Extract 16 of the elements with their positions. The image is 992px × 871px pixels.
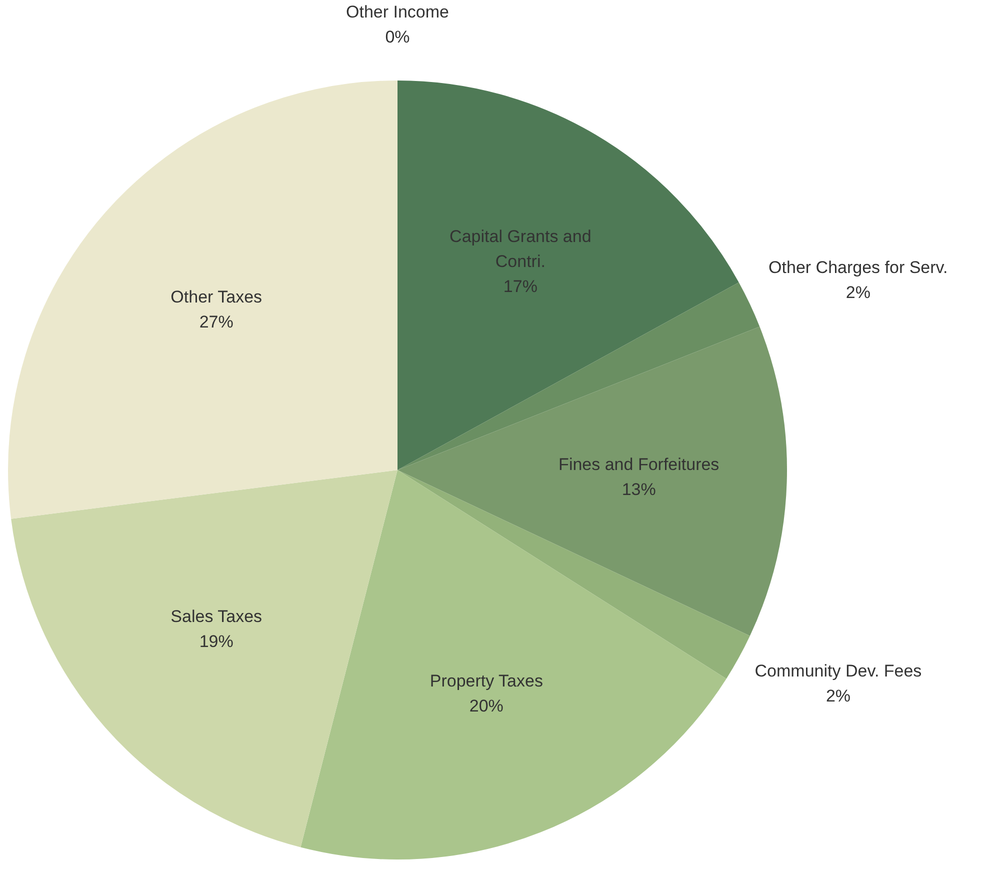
data-label: 20%	[469, 696, 504, 716]
data-label: 17%	[503, 276, 538, 296]
category-label: Other Income	[346, 2, 449, 22]
data-label: 27%	[199, 312, 234, 332]
slice-label: Sales Taxes	[170, 606, 262, 626]
slice-label: Capital Grants and Contri.	[450, 226, 592, 271]
slice-label: Fines and Forfeitures	[558, 454, 720, 474]
data-label: 2%	[826, 686, 851, 706]
data-label: 13%	[622, 480, 656, 499]
slice-label: Community Dev. Fees	[754, 661, 922, 680]
slice-label: Property Taxes	[430, 672, 543, 691]
slice-label: Other Taxes	[170, 287, 262, 306]
text: 0%	[385, 28, 410, 47]
data-label: 2%	[846, 282, 870, 302]
slice-label: Other Charges for Serv.	[768, 258, 948, 277]
data-label: 19%	[199, 632, 234, 651]
